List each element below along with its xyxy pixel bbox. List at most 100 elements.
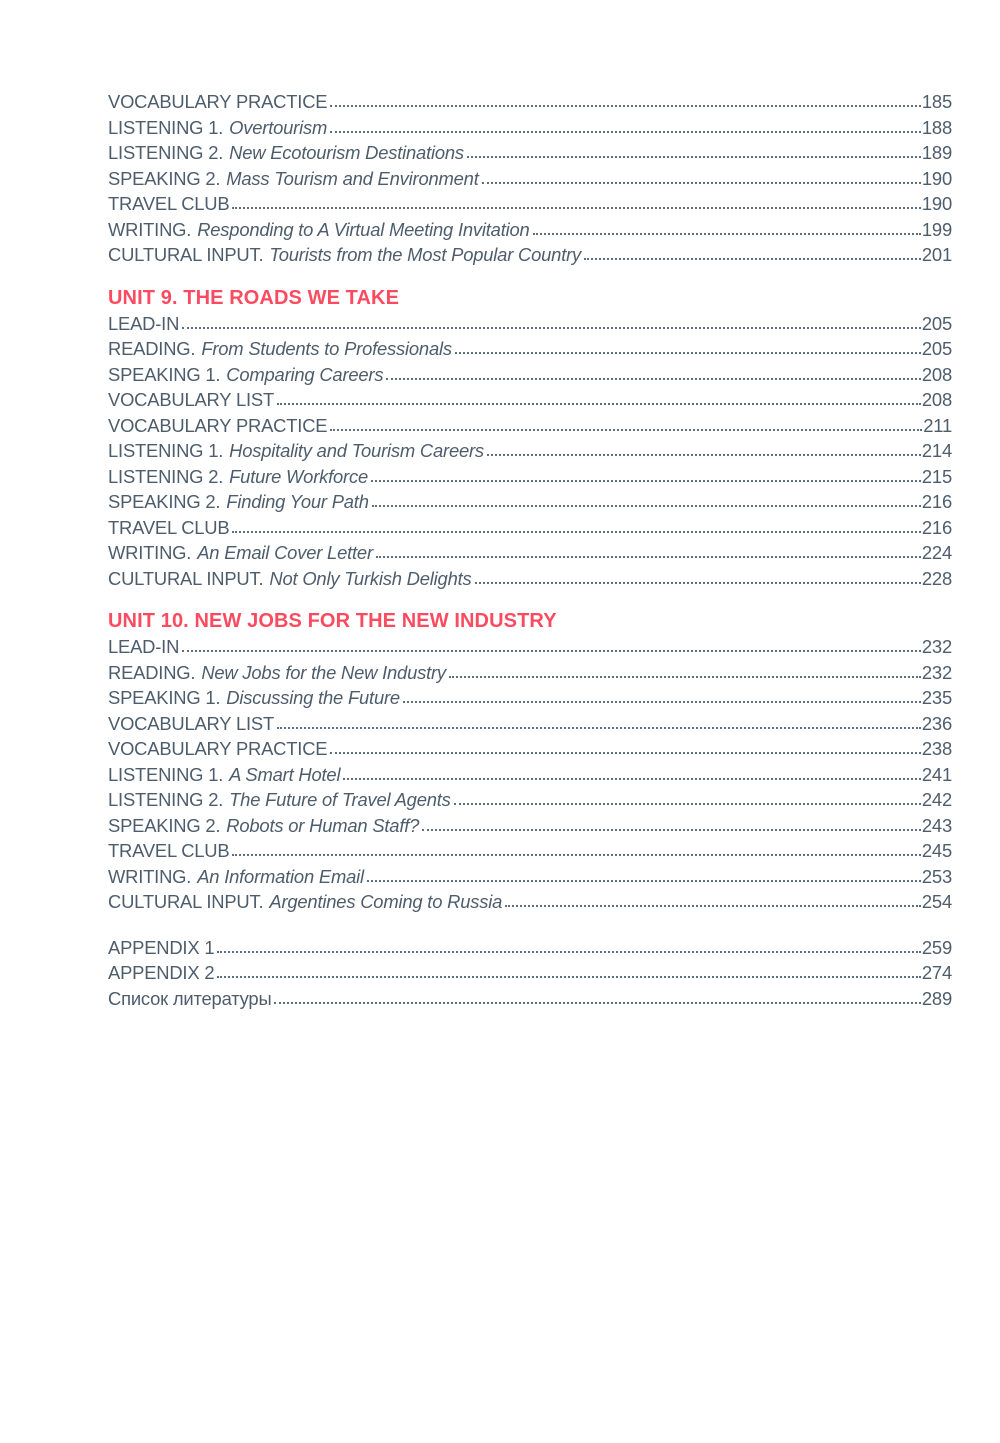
toc-section: APPENDIX 1 259 APPENDIX 2 274 Список лит… bbox=[108, 935, 952, 1012]
dot-leader bbox=[386, 377, 921, 380]
entry-subtitle: Responding to A Virtual Meeting Invitati… bbox=[197, 218, 530, 240]
dot-leader bbox=[448, 675, 921, 678]
entry-page-number: 215 bbox=[921, 465, 952, 487]
entry-label: TRAVEL CLUB bbox=[108, 516, 230, 538]
entry-label: LISTENING 1. bbox=[108, 116, 224, 138]
toc-entry: APPENDIX 1 259 bbox=[108, 935, 952, 961]
entry-label: CULTURAL INPUT. bbox=[108, 891, 264, 912]
dot-leader bbox=[232, 207, 921, 209]
entry-label: LISTENING 1. bbox=[108, 763, 224, 785]
entry-page-number: 201 bbox=[921, 244, 952, 265]
entry-page-number: 199 bbox=[921, 218, 952, 240]
entry-label: Список литературы bbox=[108, 987, 272, 1009]
entry-subtitle: An Email Cover Letter bbox=[197, 542, 373, 563]
entry-subtitle: An Information Email bbox=[197, 865, 364, 887]
entry-subtitle: Robots or Human Staff? bbox=[226, 814, 420, 836]
toc-entry: LISTENING 2. Future Workforce 215 bbox=[108, 464, 952, 490]
dot-leader bbox=[371, 479, 921, 482]
entry-label: TRAVEL CLUB bbox=[108, 193, 230, 214]
entry-subtitle: Not Only Turkish Delights bbox=[269, 567, 472, 589]
dot-leader bbox=[532, 232, 921, 235]
entry-label: READING. bbox=[108, 661, 196, 683]
entry-page-number: 190 bbox=[921, 167, 952, 189]
toc-entry: LISTENING 1. A Smart Hotel 241 bbox=[108, 762, 952, 788]
toc-entry: CULTURAL INPUT. Argentines Coming to Rus… bbox=[108, 889, 952, 915]
toc-entry: WRITING. Responding to A Virtual Meeting… bbox=[108, 217, 952, 243]
dot-leader bbox=[454, 352, 921, 354]
entry-label: APPENDIX 2 bbox=[108, 962, 215, 983]
entry-label: LISTENING 1. bbox=[108, 440, 224, 461]
entry-page-number: 188 bbox=[921, 116, 952, 138]
toc-entry: LEAD-IN 205 bbox=[108, 311, 952, 337]
dot-leader bbox=[366, 879, 921, 882]
entry-label: LISTENING 2. bbox=[108, 789, 224, 810]
dot-leader bbox=[466, 156, 921, 158]
entry-label: VOCABULARY LIST bbox=[108, 389, 274, 410]
toc-entry: READING. New Jobs for the New Industry 2… bbox=[108, 660, 952, 686]
dot-leader bbox=[474, 581, 921, 584]
dot-leader bbox=[505, 905, 921, 907]
toc-entry: TRAVEL CLUB 190 bbox=[108, 191, 952, 217]
entry-label: LISTENING 2. bbox=[108, 142, 224, 163]
entry-label: READING. bbox=[108, 338, 196, 359]
entry-page-number: 205 bbox=[921, 312, 952, 334]
entry-page-number: 208 bbox=[921, 389, 952, 410]
entry-page-number: 205 bbox=[921, 338, 952, 359]
entry-subtitle: Hospitality and Tourism Careers bbox=[229, 440, 484, 461]
entry-label: VOCABULARY PRACTICE bbox=[108, 91, 328, 112]
entry-page-number: 211 bbox=[923, 414, 952, 436]
entry-page-number: 190 bbox=[921, 193, 952, 214]
entry-subtitle: From Students to Professionals bbox=[201, 338, 452, 359]
entry-subtitle: A Smart Hotel bbox=[229, 763, 341, 785]
dot-leader bbox=[330, 130, 921, 133]
entry-page-number: 236 bbox=[921, 712, 952, 734]
toc-section: VOCABULARY PRACTICE 185 LISTENING 1. Ove… bbox=[108, 89, 952, 268]
entry-page-number: 232 bbox=[921, 636, 952, 657]
entry-page-number: 241 bbox=[921, 763, 952, 785]
toc-entry: LISTENING 2. New Ecotourism Destinations… bbox=[108, 140, 952, 166]
entry-page-number: 208 bbox=[921, 363, 952, 385]
entry-subtitle: Finding Your Path bbox=[226, 491, 369, 512]
toc-entry: CULTURAL INPUT. Not Only Turkish Delight… bbox=[108, 566, 952, 592]
entry-label: CULTURAL INPUT. bbox=[108, 567, 264, 589]
dot-leader bbox=[486, 454, 921, 456]
entry-label: VOCABULARY LIST bbox=[108, 712, 274, 734]
toc-entry: VOCABULARY LIST 208 bbox=[108, 387, 952, 413]
toc-entry: LISTENING 1. Overtourism 188 bbox=[108, 115, 952, 141]
entry-subtitle: Comparing Careers bbox=[226, 363, 384, 385]
entry-page-number: 214 bbox=[921, 440, 952, 461]
entry-page-number: 235 bbox=[921, 687, 952, 708]
entry-label: LEAD-IN bbox=[108, 636, 180, 657]
entry-label: VOCABULARY PRACTICE bbox=[108, 414, 328, 436]
entry-page-number: 259 bbox=[921, 936, 952, 958]
dot-leader bbox=[481, 181, 921, 184]
toc-entry-list: LEAD-IN 232 READING. New Jobs for the Ne… bbox=[108, 634, 952, 915]
toc-entry: CULTURAL INPUT. Tourists from the Most P… bbox=[108, 242, 952, 268]
toc-entry: APPENDIX 2 274 bbox=[108, 960, 952, 986]
dot-leader bbox=[232, 530, 921, 533]
toc-entry: SPEAKING 2. Robots or Human Staff? 243 bbox=[108, 813, 952, 839]
toc-section: UNIT 10. NEW JOBS FOR THE NEW INDUSTRY L… bbox=[108, 608, 952, 915]
entry-label: SPEAKING 1. bbox=[108, 363, 221, 385]
entry-label: WRITING. bbox=[108, 218, 192, 240]
toc-entry: VOCABULARY PRACTICE 238 bbox=[108, 736, 952, 762]
entry-subtitle: Discussing the Future bbox=[226, 687, 400, 708]
toc-entry: VOCABULARY LIST 236 bbox=[108, 711, 952, 737]
dot-leader bbox=[375, 556, 921, 558]
entry-label: WRITING. bbox=[108, 542, 192, 563]
dot-leader bbox=[274, 1001, 921, 1004]
toc-section: UNIT 9. THE ROADS WE TAKE LEAD-IN 205 RE… bbox=[108, 285, 952, 592]
entry-label: SPEAKING 1. bbox=[108, 687, 221, 708]
entry-label: TRAVEL CLUB bbox=[108, 840, 230, 861]
entry-subtitle: Overtourism bbox=[229, 116, 328, 138]
dot-leader bbox=[330, 105, 921, 107]
table-of-contents: VOCABULARY PRACTICE 185 LISTENING 1. Ove… bbox=[108, 89, 952, 1011]
entry-label: VOCABULARY PRACTICE bbox=[108, 738, 328, 759]
entry-page-number: 216 bbox=[921, 491, 952, 512]
dot-leader bbox=[232, 854, 921, 856]
entry-page-number: 289 bbox=[921, 987, 952, 1009]
dot-leader bbox=[402, 701, 921, 703]
entry-page-number: 216 bbox=[921, 516, 952, 538]
entry-subtitle: Mass Tourism and Environment bbox=[226, 167, 479, 189]
